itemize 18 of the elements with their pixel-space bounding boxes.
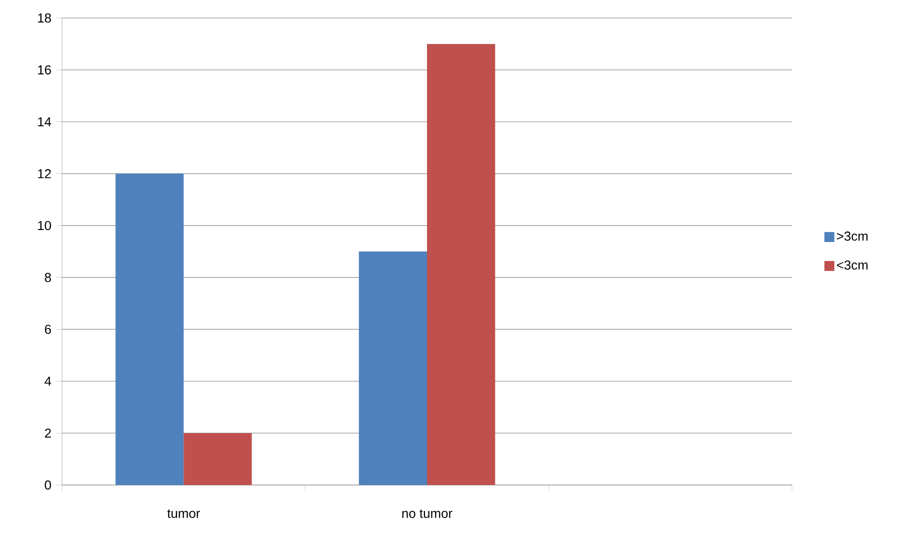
legend-label: >3cm xyxy=(836,232,868,241)
y-tick-label: 12 xyxy=(38,169,51,178)
bar xyxy=(116,174,184,485)
y-tick-label: 16 xyxy=(38,65,51,74)
y-tick-label: 8 xyxy=(44,272,51,282)
y-tick-label: 2 xyxy=(44,428,51,438)
y-tick-label: 14 xyxy=(38,117,52,126)
y-tick-label: 6 xyxy=(44,324,51,334)
y-tick-label: 10 xyxy=(38,220,52,230)
y-tick-label: 0 xyxy=(44,480,52,490)
x-tick-label: no tumor xyxy=(402,509,452,518)
bar xyxy=(184,433,252,485)
bar xyxy=(427,44,496,485)
bar xyxy=(358,251,428,485)
x-tick-label: tumor xyxy=(167,509,200,518)
y-tick-label: 4 xyxy=(44,376,52,386)
y-tick-label: 18 xyxy=(38,13,51,23)
legend-label: <3cm xyxy=(836,260,868,270)
